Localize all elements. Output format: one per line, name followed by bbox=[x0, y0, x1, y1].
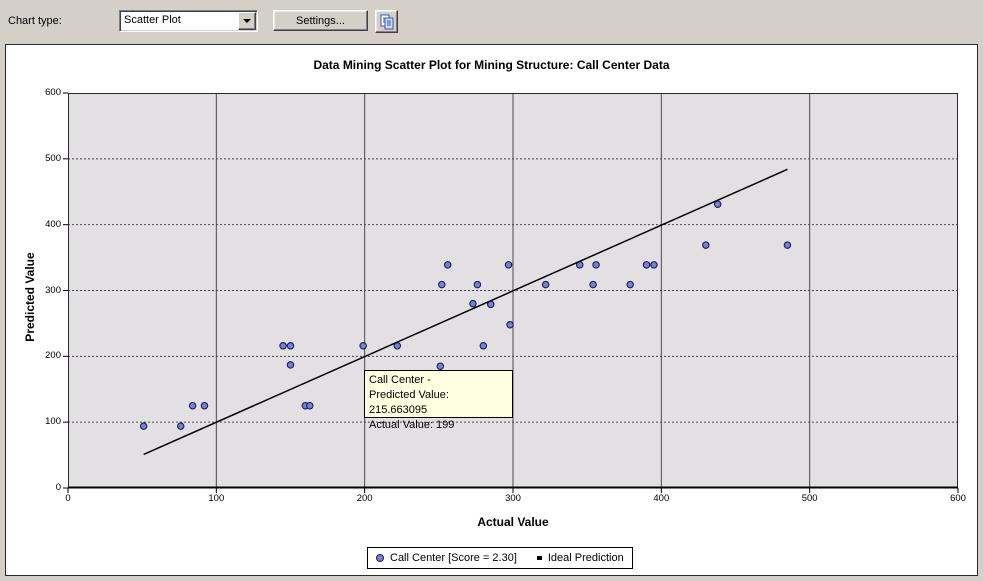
y-tick-label: 300 bbox=[45, 284, 61, 296]
x-axis-title: Actual Value bbox=[477, 515, 549, 529]
x-tick-label: 400 bbox=[653, 493, 670, 504]
y-tick-label: 400 bbox=[45, 218, 61, 230]
chart-type-label: Chart type: bbox=[8, 15, 62, 27]
chart-type-dropdown[interactable]: Scatter Plot bbox=[119, 10, 258, 32]
x-tick-label: 600 bbox=[950, 493, 966, 504]
plot-area[interactable] bbox=[63, 92, 959, 493]
copy-button[interactable] bbox=[375, 10, 398, 33]
chevron-down-icon[interactable] bbox=[238, 12, 256, 30]
x-tick-label: 500 bbox=[801, 493, 818, 504]
legend-label-ideal-prediction: Ideal Prediction bbox=[547, 552, 624, 564]
y-tick-label: 100 bbox=[45, 416, 61, 428]
legend-label-call-center: Call Center [Score = 2.30] bbox=[390, 552, 517, 564]
tooltip-predicted-value: Predicted Value: 215.663095 bbox=[369, 389, 449, 416]
chart-type-value: Scatter Plot bbox=[124, 14, 181, 26]
y-tick-label: 0 bbox=[55, 482, 61, 493]
toolbar: Chart type: Scatter Plot Settings... bbox=[0, 0, 983, 44]
y-tick-label: 200 bbox=[45, 350, 61, 362]
tooltip-series-name: Call Center - bbox=[369, 374, 431, 386]
call-center-marker-icon bbox=[376, 554, 384, 562]
y-tick-label: 500 bbox=[45, 152, 61, 164]
x-tick-label: 0 bbox=[65, 493, 71, 504]
legend: Call Center [Score = 2.30] Ideal Predict… bbox=[367, 547, 633, 569]
copy-icon bbox=[380, 14, 393, 29]
tooltip: Call Center - Predicted Value: 215.66309… bbox=[364, 370, 513, 431]
x-tick-label: 100 bbox=[208, 493, 225, 504]
y-axis-title: Predicted Value bbox=[23, 252, 37, 342]
y-tick-label: 600 bbox=[45, 87, 61, 98]
scatter-plot-svg[interactable] bbox=[63, 92, 959, 493]
chart-title: Data Mining Scatter Plot for Mining Stru… bbox=[313, 58, 670, 72]
x-tick-label: 200 bbox=[356, 493, 373, 504]
x-tick-label: 300 bbox=[505, 493, 521, 504]
settings-button[interactable]: Settings... bbox=[273, 10, 368, 31]
chart-panel: Data Mining Scatter Plot for Mining Stru… bbox=[5, 44, 978, 576]
ideal-prediction-marker-icon bbox=[536, 556, 542, 560]
tooltip-actual-value: Actual Value: 199 bbox=[369, 419, 455, 431]
